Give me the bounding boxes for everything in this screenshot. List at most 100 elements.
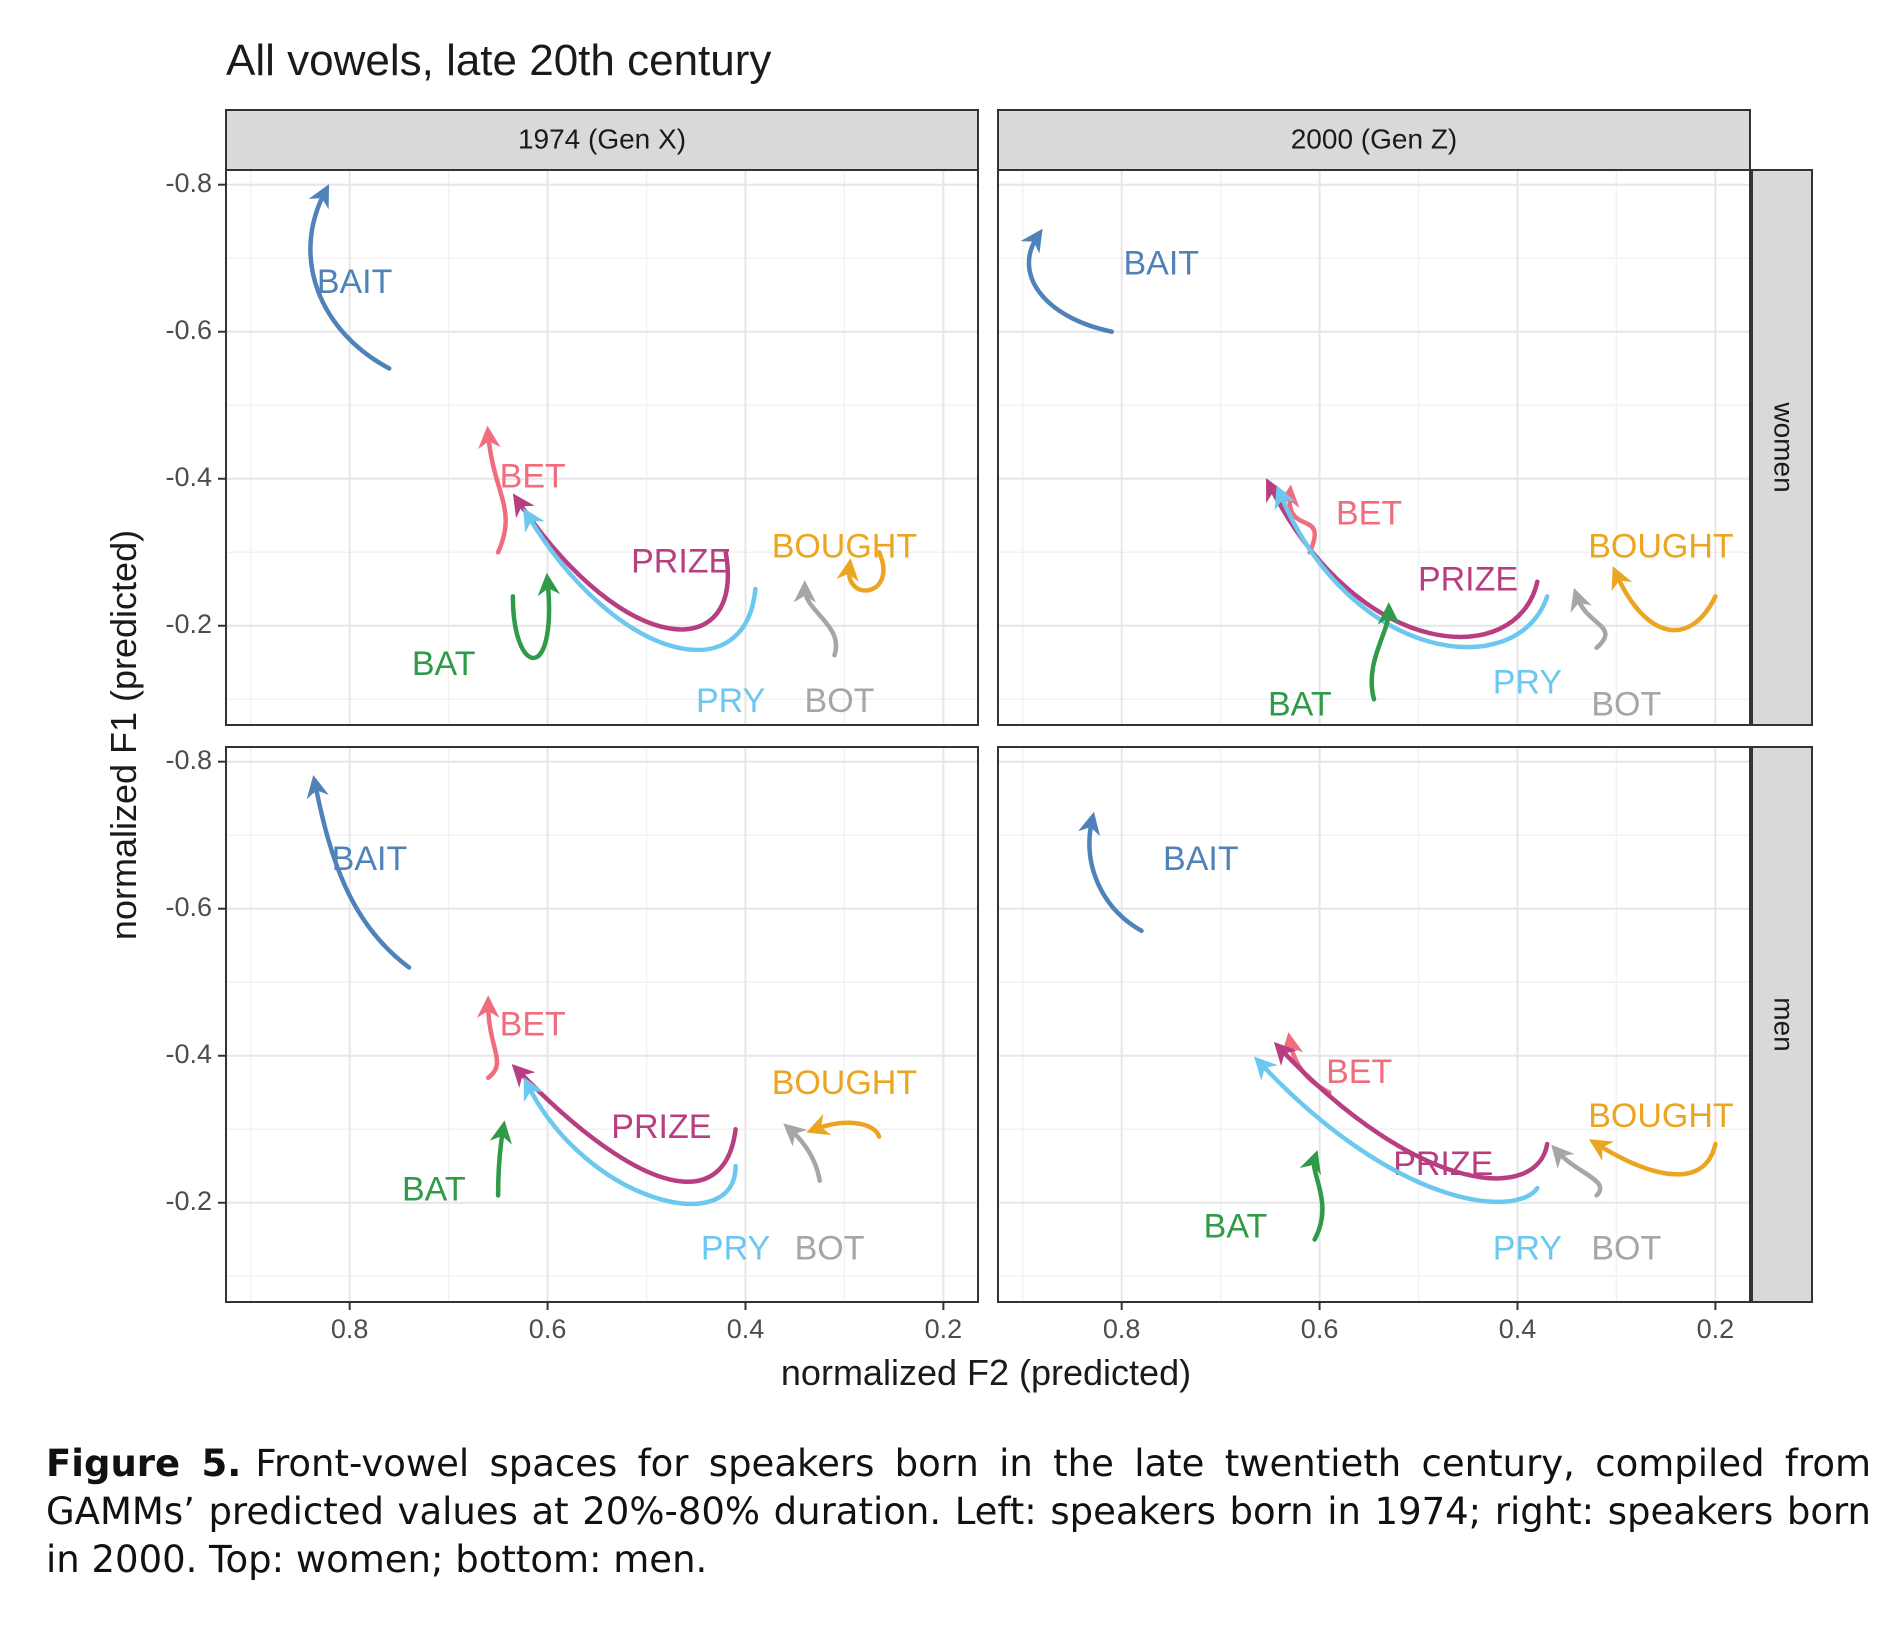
panel-1974-women: BAIT BET PRIZE PRY BAT BOT BOUGHT xyxy=(225,169,979,726)
x-tick-label: 0.2 xyxy=(1697,1314,1735,1344)
series-label-bait: BAIT xyxy=(332,840,408,878)
column-strip: 2000 (Gen Z) xyxy=(997,109,1751,171)
panel-1974-men: BAIT BET PRIZE PRY BAT BOT BOUGHT xyxy=(225,746,979,1303)
column-strip-label: 1974 (Gen X) xyxy=(518,123,686,154)
row-strip: women xyxy=(1751,169,1813,726)
column-strip-background xyxy=(225,109,979,171)
trajectory-prize xyxy=(1273,1041,1550,1181)
row-strip-background xyxy=(1751,169,1813,726)
x-tick-label: 0.8 xyxy=(1103,1314,1141,1344)
chart-title: All vowels, late 20th century xyxy=(226,36,771,85)
panel-2000-women: BAIT BET PRIZE PRY BAT BOT BOUGHT xyxy=(997,169,1751,726)
panel-border xyxy=(225,746,979,1303)
series-label-bet: BET xyxy=(1336,494,1402,532)
y-tick-label: -0.2 xyxy=(165,609,212,639)
series-label-bot: BOT xyxy=(1591,1230,1661,1268)
series-label-bought: BOUGHT xyxy=(772,1064,917,1102)
series-label-bat: BAT xyxy=(1268,686,1332,724)
series-label-bait: BAIT xyxy=(1163,840,1239,878)
series-label-bought: BOUGHT xyxy=(1588,1097,1733,1135)
panel-background xyxy=(226,170,978,725)
row-strip-label: men xyxy=(1769,997,1800,1051)
column-strip-background xyxy=(997,109,1751,171)
x-tick-label: 0.4 xyxy=(1499,1314,1537,1344)
panel-background xyxy=(998,747,1750,1302)
column-strip-label: 2000 (Gen Z) xyxy=(1291,123,1458,154)
facet-panels: BAIT BET PRIZE PRY BAT BOT BOUGHT BAIT BET PRIZE P… xyxy=(225,169,1751,1303)
x-tick-label: 0.2 xyxy=(925,1314,963,1344)
trajectory-bought xyxy=(806,1114,882,1139)
vowel-trajectory-chart: All vowels, late 20th century BAIT BET PRI… xyxy=(103,36,1813,1393)
trajectory-bot xyxy=(783,1123,822,1183)
trajectory-bait xyxy=(308,184,392,371)
row-strip-label: women xyxy=(1769,401,1800,492)
column-strip: 1974 (Gen X) xyxy=(225,109,979,171)
trajectory-bat xyxy=(510,572,561,661)
series-label-bought: BOUGHT xyxy=(772,528,917,566)
row-strip: men xyxy=(1751,746,1813,1303)
trajectory-bait xyxy=(1020,228,1115,334)
series-label-bat: BAT xyxy=(402,1171,466,1209)
panel-background xyxy=(998,170,1750,725)
series-label-bot: BOT xyxy=(795,1230,865,1268)
x-tick-label: 0.8 xyxy=(331,1314,369,1344)
series-label-pry: PRY xyxy=(1493,1230,1562,1268)
x-tick-label: 0.4 xyxy=(727,1314,765,1344)
series-label-bot: BOT xyxy=(1591,686,1661,724)
facet-strips: 1974 (Gen X) 2000 (Gen Z) women men xyxy=(225,109,1813,1303)
y-tick-label: -0.2 xyxy=(165,1186,212,1216)
figure-caption: Figure 5. Front-vowel spaces for speakers… xyxy=(46,1440,1871,1584)
y-tick-label: -0.8 xyxy=(165,745,212,775)
trajectory-bot xyxy=(1570,587,1608,651)
trajectory-bot xyxy=(1551,1144,1603,1198)
trajectory-pry xyxy=(523,507,758,653)
x-axis-label: normalized F2 (predicted) xyxy=(781,1352,1191,1393)
panel-border xyxy=(997,746,1751,1303)
series-label-bat: BAT xyxy=(1204,1207,1268,1245)
trajectory-bat xyxy=(1369,602,1401,702)
trajectory-bought xyxy=(1611,566,1718,633)
x-tick-label: 0.6 xyxy=(1301,1314,1339,1344)
panel-background xyxy=(226,747,978,1302)
series-label-pry: PRY xyxy=(1493,664,1562,702)
trajectory-pry xyxy=(1254,1056,1540,1205)
trajectory-bait xyxy=(1078,811,1144,934)
axes: -0.8 -0.6 -0.4 -0.2 -0.8 -0.6 -0.4 -0.2 0.8 0.6 0.… xyxy=(165,168,1734,1344)
series-label-bait: BAIT xyxy=(317,263,393,301)
trajectory-bought xyxy=(836,550,886,593)
y-tick-label: -0.6 xyxy=(165,892,212,922)
trajectory-bet xyxy=(478,425,508,555)
trajectory-prize xyxy=(512,493,730,632)
caption-label: Figure 5. xyxy=(46,1442,242,1485)
row-strip-background xyxy=(1751,746,1813,1303)
series-label-bat: BAT xyxy=(412,645,476,683)
trajectory-pry xyxy=(1274,485,1550,650)
caption-text: Front-vowel spaces for speakers born in … xyxy=(46,1442,1871,1581)
series-label-prize: PRIZE xyxy=(1418,561,1518,599)
trajectory-pry xyxy=(523,1077,738,1207)
y-tick-label: -0.4 xyxy=(165,1039,212,1069)
trajectory-bat xyxy=(1299,1150,1325,1242)
series-label-pry: PRY xyxy=(701,1230,770,1268)
trajectory-bat xyxy=(489,1120,512,1198)
trajectory-bait xyxy=(306,774,412,970)
y-tick-label: -0.8 xyxy=(165,168,212,198)
trajectory-bet xyxy=(476,995,500,1081)
series-label-bet: BET xyxy=(1326,1053,1392,1091)
series-label-pry: PRY xyxy=(696,682,765,720)
trajectory-prize xyxy=(511,1063,738,1184)
y-tick-label: -0.6 xyxy=(165,315,212,345)
series-label-bait: BAIT xyxy=(1123,245,1199,283)
series-label-bet: BET xyxy=(500,458,566,496)
series-label-bet: BET xyxy=(500,1005,566,1043)
x-tick-label: 0.6 xyxy=(529,1314,567,1344)
trajectory-bot xyxy=(793,580,839,658)
series-label-prize: PRIZE xyxy=(611,1108,711,1146)
trajectory-bought xyxy=(1588,1139,1718,1177)
series-label-prize: PRIZE xyxy=(631,542,731,580)
y-tick-label: -0.4 xyxy=(165,462,212,492)
y-axis-label: normalized F1 (predicted) xyxy=(103,530,144,940)
series-label-bought: BOUGHT xyxy=(1588,528,1733,566)
series-label-bot: BOT xyxy=(805,682,875,720)
